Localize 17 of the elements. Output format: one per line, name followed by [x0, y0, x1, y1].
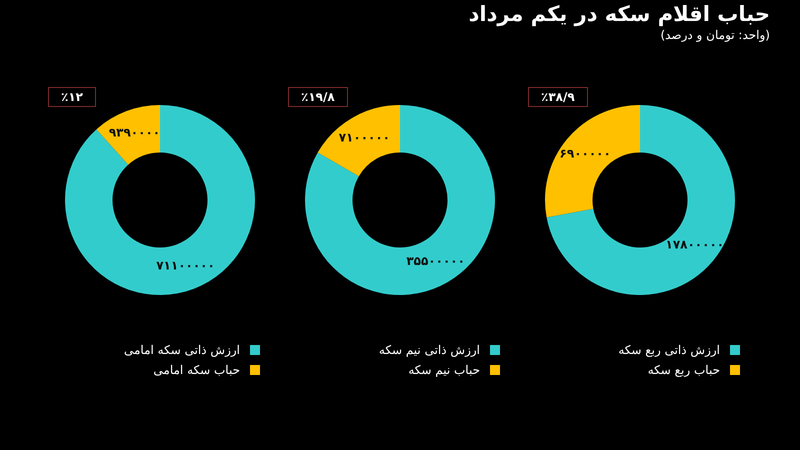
legend-label: ارزش ذاتی سکه امامی	[124, 343, 240, 357]
chart-title: حباب اقلام سکه در یکم مرداد	[468, 2, 770, 26]
text: ٪۱۹/۸	[288, 87, 348, 107]
data-label: ۷۱۰۰۰۰۰	[338, 130, 390, 144]
legend-label: حباب ربع سکه	[648, 363, 720, 377]
data-label: ۶۹۰۰۰۰۰	[560, 146, 611, 161]
data-label: ۱۷۸۰۰۰۰۰	[666, 238, 724, 252]
data-label: ۳۵۵۰۰۰۰۰	[406, 254, 465, 268]
legend-label: حباب سکه امامی	[153, 363, 240, 377]
text: ٪۱۲	[48, 87, 96, 107]
legend-label: حباب نیم سکه	[408, 363, 480, 377]
data-label: ۹۳۹۰۰۰۰	[108, 126, 160, 140]
data-label: ۷۱۱۰۰۰۰۰	[156, 258, 215, 273]
text: ٪۳۸/۹	[528, 87, 588, 107]
legend-label: ارزش ذاتی ربع سکه	[618, 343, 720, 357]
chart-subtitle: (واحد: تومان و درصد)	[659, 28, 770, 42]
legend-label: ارزش ذاتی نیم سکه	[378, 343, 480, 357]
